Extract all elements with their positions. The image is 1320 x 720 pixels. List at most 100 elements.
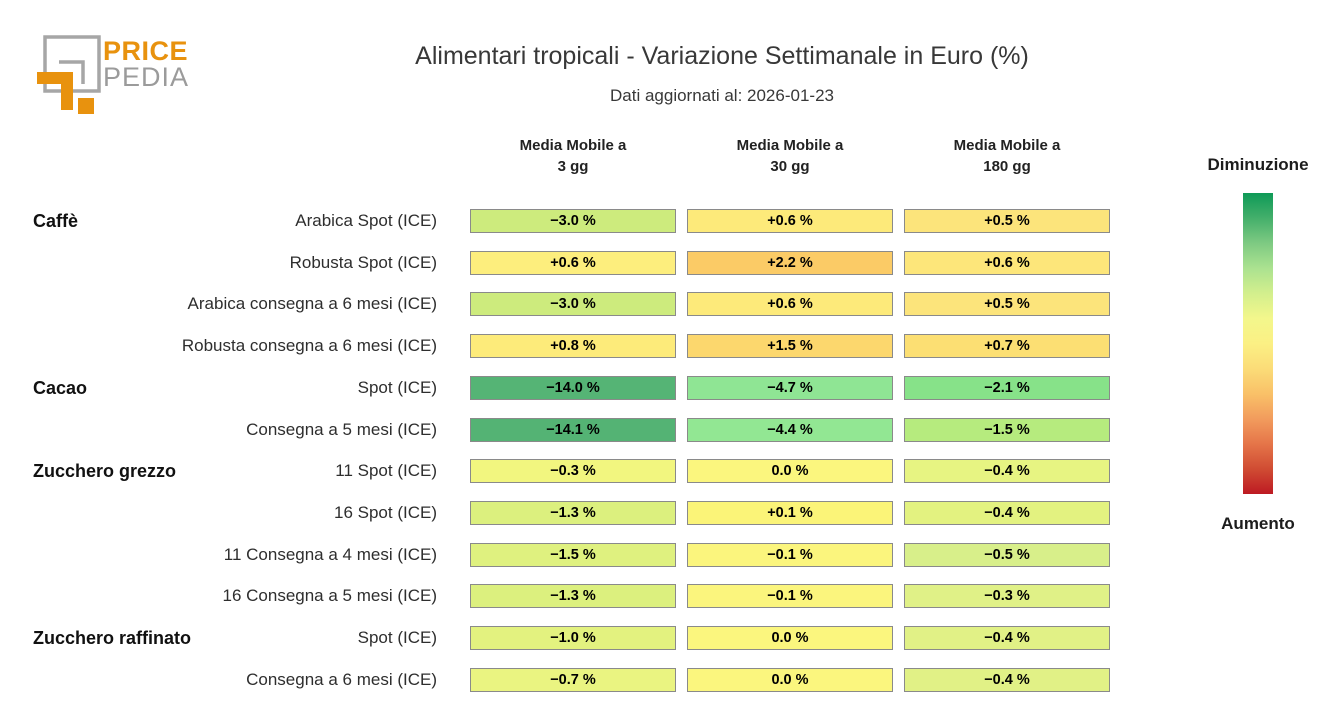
- table-row: Caffè Arabica Spot (ICE) −3.0 % +0.6 % +…: [0, 209, 1320, 233]
- cell-value: +0.5 %: [984, 213, 1030, 229]
- cell-value: −4.4 %: [767, 421, 813, 438]
- row-label: 16 Consegna a 5 mesi (ICE): [222, 586, 438, 606]
- cell-value: −0.4 %: [984, 504, 1030, 521]
- cell-value: +1.5 %: [767, 338, 813, 355]
- logo-pedia-text: PEDIA: [103, 62, 190, 92]
- cell-value: −4.7 %: [767, 379, 813, 396]
- heatmap-cell: −0.4 %: [904, 500, 1110, 525]
- column-header-30gg: Media Mobile a 30 gg: [687, 135, 893, 177]
- heatmap-cell: −0.3 %: [470, 459, 676, 484]
- heatmap-cell: −0.4 %: [904, 626, 1110, 650]
- cell-value: +0.6 %: [767, 296, 813, 313]
- table-row: Robusta Spot (ICE) +0.6 % +2.2 % +0.6 %: [0, 250, 1320, 275]
- column-header-line2: 30 gg: [770, 158, 810, 175]
- heatmap-cell: +0.5 %: [904, 209, 1110, 233]
- cell-value: −1.0 %: [550, 630, 596, 646]
- cell-value: −0.3 %: [550, 463, 596, 480]
- cell-value: −1.5 %: [984, 421, 1030, 438]
- heatmap-cell: −14.1 %: [470, 417, 676, 442]
- heatmap-cell: −14.0 %: [470, 375, 676, 400]
- column-header-3gg: Media Mobile a 3 gg: [470, 135, 676, 177]
- cell-value: −3.0 %: [550, 296, 596, 313]
- heatmap-cell: +0.6 %: [470, 250, 676, 275]
- heatmap-cell: −1.5 %: [470, 542, 676, 567]
- cell-value: +0.1 %: [767, 504, 813, 521]
- heatmap-cell: −1.3 %: [470, 500, 676, 525]
- cell-value: −3.0 %: [550, 213, 596, 229]
- heatmap-cell: −1.0 %: [470, 626, 676, 650]
- cell-value: −0.1 %: [767, 546, 813, 563]
- row-label: Consegna a 5 mesi (ICE): [246, 419, 437, 439]
- row-label: 11 Consegna a 4 mesi (ICE): [223, 544, 437, 564]
- legend-label-increase: Aumento: [1221, 514, 1295, 533]
- cell-value: +0.8 %: [550, 338, 596, 355]
- table-row: Arabica consegna a 6 mesi (ICE) −3.0 % +…: [0, 292, 1320, 317]
- cell-value: +2.2 %: [767, 254, 813, 271]
- heatmap-cell: +0.6 %: [687, 209, 893, 233]
- table-row: 16 Spot (ICE) −1.3 % +0.1 % −0.4 %: [0, 500, 1320, 525]
- table-row: Zucchero grezzo 11 Spot (ICE) −0.3 % 0.0…: [0, 459, 1320, 484]
- legend-label-decrease: Diminuzione: [1207, 155, 1309, 174]
- row-label: Spot (ICE): [357, 628, 437, 647]
- column-header-line1: Media Mobile a: [953, 137, 1061, 154]
- heatmap-cell: +0.5 %: [904, 292, 1110, 317]
- heatmap-cell: −0.3 %: [904, 584, 1110, 609]
- heatmap-cell: −0.4 %: [904, 667, 1110, 692]
- heatmap-cell: 0.0 %: [687, 667, 893, 692]
- cell-value: −1.5 %: [550, 546, 596, 563]
- row-label: 11 Spot (ICE): [335, 461, 437, 481]
- row-category-label: Zucchero grezzo: [33, 461, 177, 482]
- heatmap-cell: −4.4 %: [687, 417, 893, 442]
- cell-value: +0.6 %: [767, 213, 813, 229]
- row-label: 16 Spot (ICE): [334, 502, 437, 522]
- table-row: Consegna a 5 mesi (ICE) −14.1 % −4.4 % −…: [0, 417, 1320, 442]
- cell-value: −0.4 %: [984, 463, 1030, 480]
- heatmap-cell: −3.0 %: [470, 292, 676, 317]
- cell-value: −0.4 %: [984, 671, 1030, 688]
- cell-value: −1.3 %: [550, 588, 596, 605]
- heatmap-cell: −2.1 %: [904, 375, 1110, 400]
- cell-value: −1.3 %: [550, 504, 596, 521]
- cell-value: +0.6 %: [550, 254, 596, 271]
- column-header-line2: 180 gg: [983, 158, 1031, 175]
- heatmap-cell: 0.0 %: [687, 626, 893, 650]
- pricepedia-logo-text: PRICE PEDIA: [103, 36, 190, 92]
- heatmap-cell: 0.0 %: [687, 459, 893, 484]
- heatmap-cell: −1.5 %: [904, 417, 1110, 442]
- pricepedia-logo-icon: [37, 35, 101, 114]
- heatmap-cell: −0.4 %: [904, 459, 1110, 484]
- heatmap-cell: −3.0 %: [470, 209, 676, 233]
- row-category-label: Cacao: [33, 377, 88, 398]
- heatmap-cell: −0.1 %: [687, 584, 893, 609]
- row-label: Robusta Spot (ICE): [289, 252, 437, 272]
- cell-value: +0.7 %: [984, 338, 1030, 355]
- column-header-line2: 3 gg: [557, 158, 589, 175]
- logo-price-text: PRICE: [103, 36, 189, 66]
- row-label: Robusta consegna a 6 mesi (ICE): [181, 336, 437, 356]
- heatmap-cell: +0.8 %: [470, 334, 676, 359]
- heatmap-cell: +1.5 %: [687, 334, 893, 359]
- chart-subtitle: Dati aggiornati al: 2026-01-23: [610, 86, 834, 105]
- heatmap-cell: +0.6 %: [904, 250, 1110, 275]
- column-header-180gg: Media Mobile a 180 gg: [904, 135, 1110, 177]
- heatmap-cell: +0.7 %: [904, 334, 1110, 359]
- heatmap-cell: −0.7 %: [470, 667, 676, 692]
- table-row: Robusta consegna a 6 mesi (ICE) +0.8 % +…: [0, 334, 1320, 359]
- cell-value: −14.1 %: [546, 421, 600, 438]
- cell-value: −0.1 %: [767, 588, 813, 605]
- cell-value: 0.0 %: [771, 630, 809, 646]
- cell-value: −0.5 %: [984, 546, 1030, 563]
- cell-value: 0.0 %: [771, 671, 809, 688]
- heatmap-cell: −0.5 %: [904, 542, 1110, 567]
- cell-value: −2.1 %: [984, 379, 1030, 396]
- heatmap-cell: −1.3 %: [470, 584, 676, 609]
- legend-gradient-bar: [1243, 193, 1273, 494]
- cell-value: −0.3 %: [984, 588, 1030, 605]
- heatmap-cell: +0.1 %: [687, 500, 893, 525]
- cell-value: −0.7 %: [550, 671, 596, 688]
- column-header-line1: Media Mobile a: [736, 137, 844, 154]
- heatmap-cell: +2.2 %: [687, 250, 893, 275]
- pricepedia-logo: PRICE PEDIA: [35, 28, 205, 120]
- chart-title: Alimentari tropicali - Variazione Settim…: [415, 42, 1029, 70]
